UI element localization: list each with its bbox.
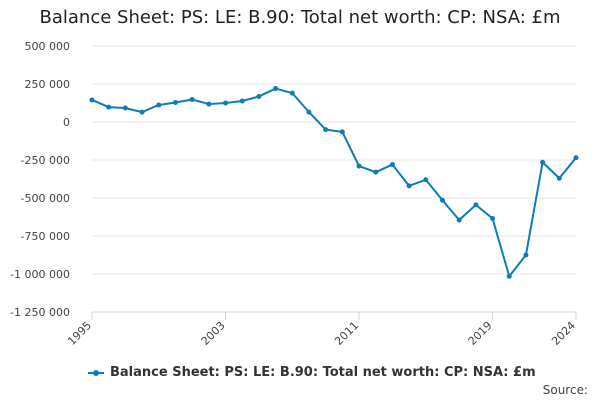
y-tick-label: -500 000 <box>21 192 70 205</box>
series-layer <box>89 86 579 279</box>
y-tick-label: 500 000 <box>25 40 71 53</box>
y-tick-label: -250 000 <box>21 154 70 167</box>
data-point[interactable] <box>323 127 329 133</box>
data-point[interactable] <box>573 155 579 161</box>
source-label: Source: <box>542 383 588 397</box>
data-point[interactable] <box>139 109 145 115</box>
data-point[interactable] <box>289 90 295 96</box>
data-point[interactable] <box>306 109 312 115</box>
data-point[interactable] <box>206 101 212 107</box>
legend[interactable]: Balance Sheet: PS: LE: B.90: Total net w… <box>88 365 536 380</box>
x-tick-label: 2019 <box>466 319 495 348</box>
data-point[interactable] <box>239 98 245 104</box>
data-point[interactable] <box>273 86 279 92</box>
y-tick-label: -1 000 000 <box>10 268 70 281</box>
y-tick-label: 250 000 <box>25 78 71 91</box>
data-point[interactable] <box>172 100 178 106</box>
x-tick-label: 2024 <box>549 319 578 348</box>
data-point[interactable] <box>490 216 496 222</box>
chart-title: Balance Sheet: PS: LE: B.90: Total net w… <box>39 7 561 28</box>
grid-layer <box>92 45 576 313</box>
data-point[interactable] <box>373 169 379 175</box>
x-tick-label: 1995 <box>65 319 94 348</box>
data-point[interactable] <box>523 252 529 258</box>
data-point[interactable] <box>473 202 479 208</box>
data-point[interactable] <box>89 97 95 103</box>
series-line <box>91 87 577 278</box>
data-point[interactable] <box>540 159 546 165</box>
legend-marker <box>93 369 99 376</box>
data-point[interactable] <box>406 183 412 189</box>
y-axis: 500 000 250 000 0 -250 000 -500 000 -750 000 -… <box>10 40 70 319</box>
data-point[interactable] <box>423 177 429 183</box>
data-point[interactable] <box>456 217 462 223</box>
data-point[interactable] <box>506 273 512 279</box>
y-tick-label: 0 <box>63 116 70 129</box>
x-tick-label: 2003 <box>199 319 228 348</box>
data-point[interactable] <box>556 175 562 181</box>
legend-swatch <box>88 369 104 376</box>
data-point[interactable] <box>122 105 128 111</box>
data-point[interactable] <box>223 100 229 106</box>
data-point[interactable] <box>189 97 195 103</box>
data-point[interactable] <box>156 102 162 108</box>
x-tick-label: 2011 <box>332 319 361 348</box>
data-point[interactable] <box>256 93 262 99</box>
x-axis: 1995 2003 2011 2019 2024 <box>65 311 578 348</box>
data-point[interactable] <box>439 197 445 203</box>
legend-label: Balance Sheet: PS: LE: B.90: Total net w… <box>110 365 536 380</box>
y-tick-label: -1 250 000 <box>10 306 70 319</box>
data-point[interactable] <box>106 104 112 110</box>
y-tick-label: -750 000 <box>21 230 70 243</box>
data-point[interactable] <box>389 162 395 168</box>
data-point[interactable] <box>356 163 362 169</box>
data-point[interactable] <box>339 129 345 135</box>
